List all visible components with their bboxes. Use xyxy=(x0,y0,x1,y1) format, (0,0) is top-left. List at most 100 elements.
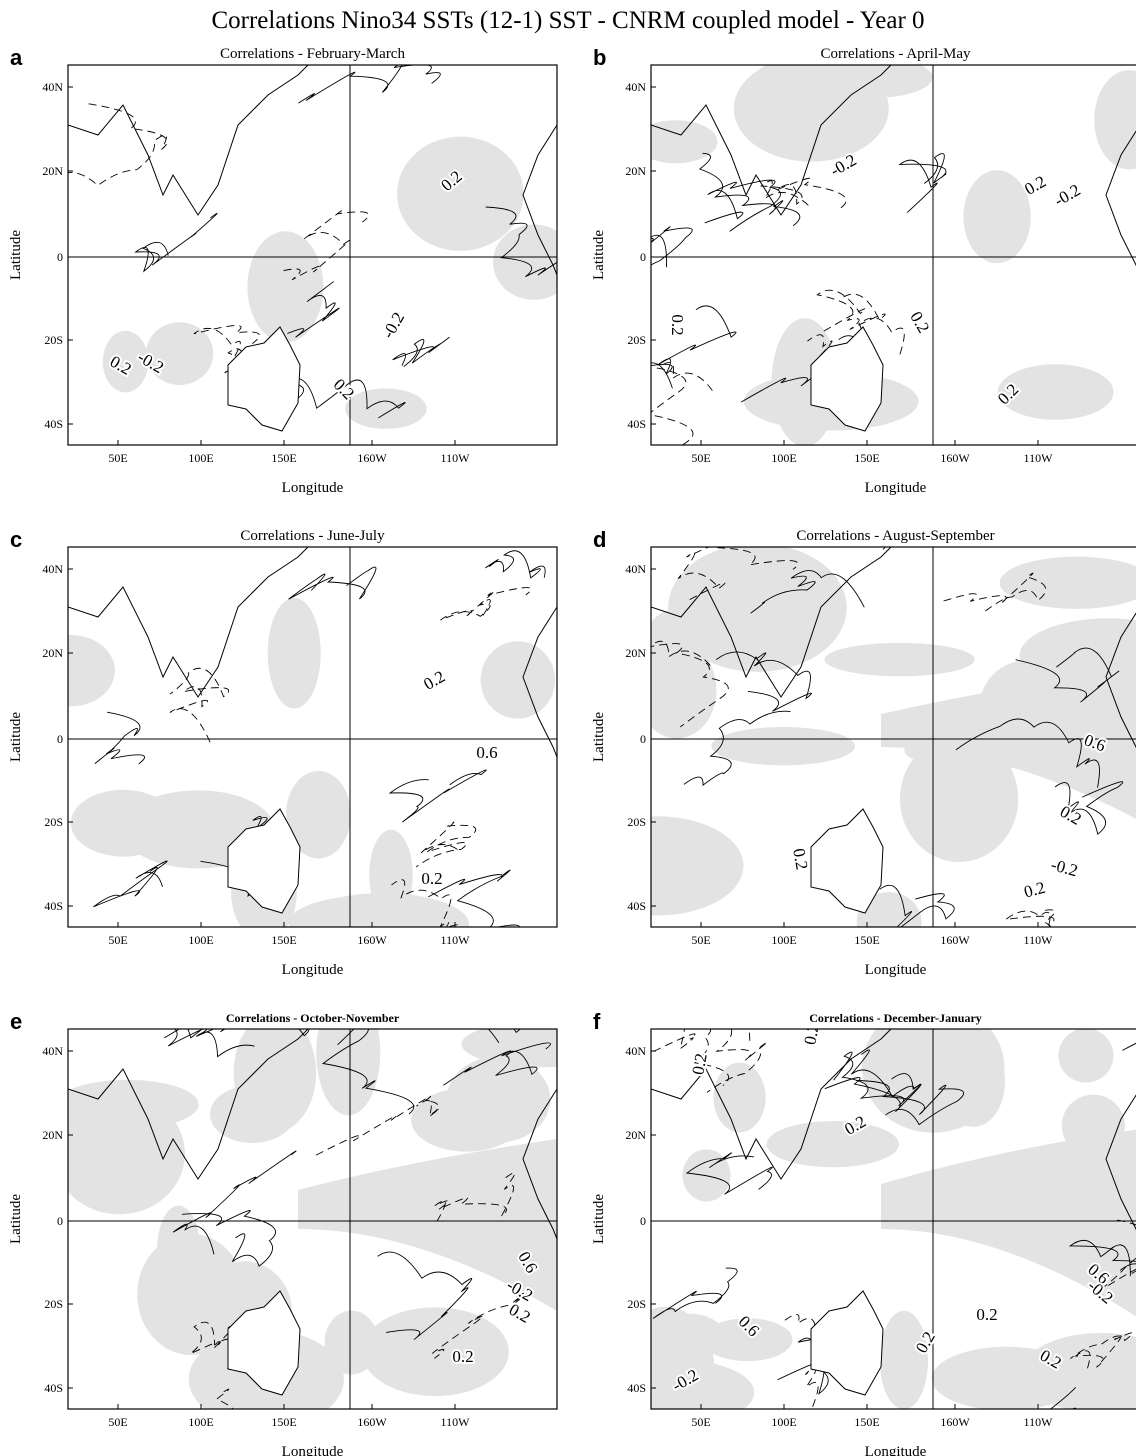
shading xyxy=(856,892,922,927)
shading xyxy=(899,735,1019,863)
shading xyxy=(145,322,214,385)
coastline xyxy=(522,124,557,276)
contour xyxy=(428,869,520,927)
figure-title: Correlations Nino34 SSTs (12-1) SST - CN… xyxy=(211,7,924,34)
y-tick-label: 0 xyxy=(57,250,63,264)
shading xyxy=(999,556,1136,609)
contour xyxy=(651,226,693,268)
y-tick-label: 20N xyxy=(42,646,63,660)
contour xyxy=(434,1172,516,1222)
contour-label: 0.2 xyxy=(688,1052,710,1076)
contour xyxy=(164,1029,208,1047)
y-tick-label: 20S xyxy=(627,1297,646,1311)
coastline xyxy=(651,65,892,216)
contour xyxy=(816,289,886,332)
x-tick-label: 110W xyxy=(441,933,471,947)
y-tick-label: 20N xyxy=(625,164,646,178)
shading xyxy=(344,388,427,429)
y-tick-label: 40S xyxy=(44,417,63,431)
coastline xyxy=(227,1290,301,1396)
frame xyxy=(67,1028,558,1410)
panel-title: Correlations - October-November xyxy=(226,1011,400,1025)
panel-letter: e xyxy=(10,1009,22,1034)
contour-label: 0.2 xyxy=(421,869,442,888)
x-tick-label: 110W xyxy=(1024,933,1054,947)
x-tick-label: 100E xyxy=(188,451,213,465)
contour xyxy=(288,566,377,600)
y-tick-label: 40S xyxy=(627,899,646,913)
panel-title: Correlations - August-September xyxy=(796,528,994,544)
contour xyxy=(1122,1042,1136,1051)
y-tick-label: 40N xyxy=(42,562,63,576)
x-tick-label: 160W xyxy=(940,451,970,465)
contour-label: -0.2 xyxy=(1051,180,1084,210)
contour xyxy=(195,1029,310,1058)
coastline xyxy=(810,1290,884,1396)
y-axis-label: Latitude xyxy=(8,230,24,280)
contour xyxy=(193,325,260,379)
x-axis-label: Longitude xyxy=(865,480,927,496)
contour xyxy=(943,572,1047,612)
shading xyxy=(361,1307,509,1397)
shading xyxy=(209,1085,295,1143)
contour xyxy=(879,884,955,927)
y-tick-label: 40N xyxy=(42,80,63,94)
contour xyxy=(651,362,713,445)
frame xyxy=(67,64,558,446)
map-area: 0.60.20.2 -0.20.2 xyxy=(651,547,1136,927)
panel-letter: b xyxy=(593,45,606,70)
x-tick-label: 150E xyxy=(854,451,879,465)
x-tick-label: 150E xyxy=(271,451,296,465)
shading xyxy=(702,1318,793,1362)
map-area: 0.6-0.20.20.2 xyxy=(68,1029,557,1409)
frame xyxy=(650,64,1136,446)
contour xyxy=(392,336,450,367)
contour-label: 0.2 xyxy=(506,1300,534,1327)
y-tick-label: 20S xyxy=(627,815,646,829)
map-area: 0.2-0.20.2 -0.20.2 xyxy=(68,65,557,445)
coastline xyxy=(810,808,884,914)
contour xyxy=(287,281,340,338)
contour xyxy=(388,769,487,823)
x-tick-label: 160W xyxy=(940,933,970,947)
x-tick-label: 160W xyxy=(357,451,387,465)
y-tick-label: 40N xyxy=(625,1044,646,1058)
shading xyxy=(824,642,975,677)
shading xyxy=(397,136,524,251)
contour-label: 0.2 xyxy=(420,667,448,694)
shading xyxy=(651,1306,715,1409)
x-tick-label: 150E xyxy=(271,1415,296,1429)
contour xyxy=(440,587,532,621)
y-tick-label: 40N xyxy=(42,1044,63,1058)
contour xyxy=(172,1150,297,1255)
y-tick-label: 0 xyxy=(640,732,646,746)
y-axis-label: Latitude xyxy=(8,1194,24,1244)
shading xyxy=(711,727,856,766)
x-tick-label: 50E xyxy=(108,451,127,465)
panel: 0.2-0.20.2 -0.20.2 50E 100E 150E 160W 110W 40N 2… xyxy=(8,45,558,496)
contour xyxy=(283,209,369,281)
contour xyxy=(677,547,799,600)
contour xyxy=(856,1080,965,1126)
y-tick-label: 20N xyxy=(42,1128,63,1142)
y-tick-label: 20N xyxy=(625,1128,646,1142)
map-area: 0.20.20.20.6-0.20.20.60.20.2-0.2 xyxy=(651,1029,1136,1409)
contour xyxy=(1070,1332,1134,1369)
contour xyxy=(485,550,546,579)
shading xyxy=(668,547,847,672)
shading xyxy=(298,1139,557,1311)
coastline xyxy=(227,808,301,914)
x-axis-label: Longitude xyxy=(282,1444,344,1456)
shading xyxy=(480,641,556,719)
contour xyxy=(94,711,145,765)
coastline xyxy=(810,326,884,432)
contour xyxy=(698,152,801,227)
panel-title: Correlations - June-July xyxy=(240,528,385,544)
x-tick-label: 100E xyxy=(188,933,213,947)
coastline xyxy=(68,1029,309,1180)
y-axis-label: Latitude xyxy=(591,1194,607,1244)
x-tick-label: 150E xyxy=(854,1415,879,1429)
contour xyxy=(443,1042,551,1086)
